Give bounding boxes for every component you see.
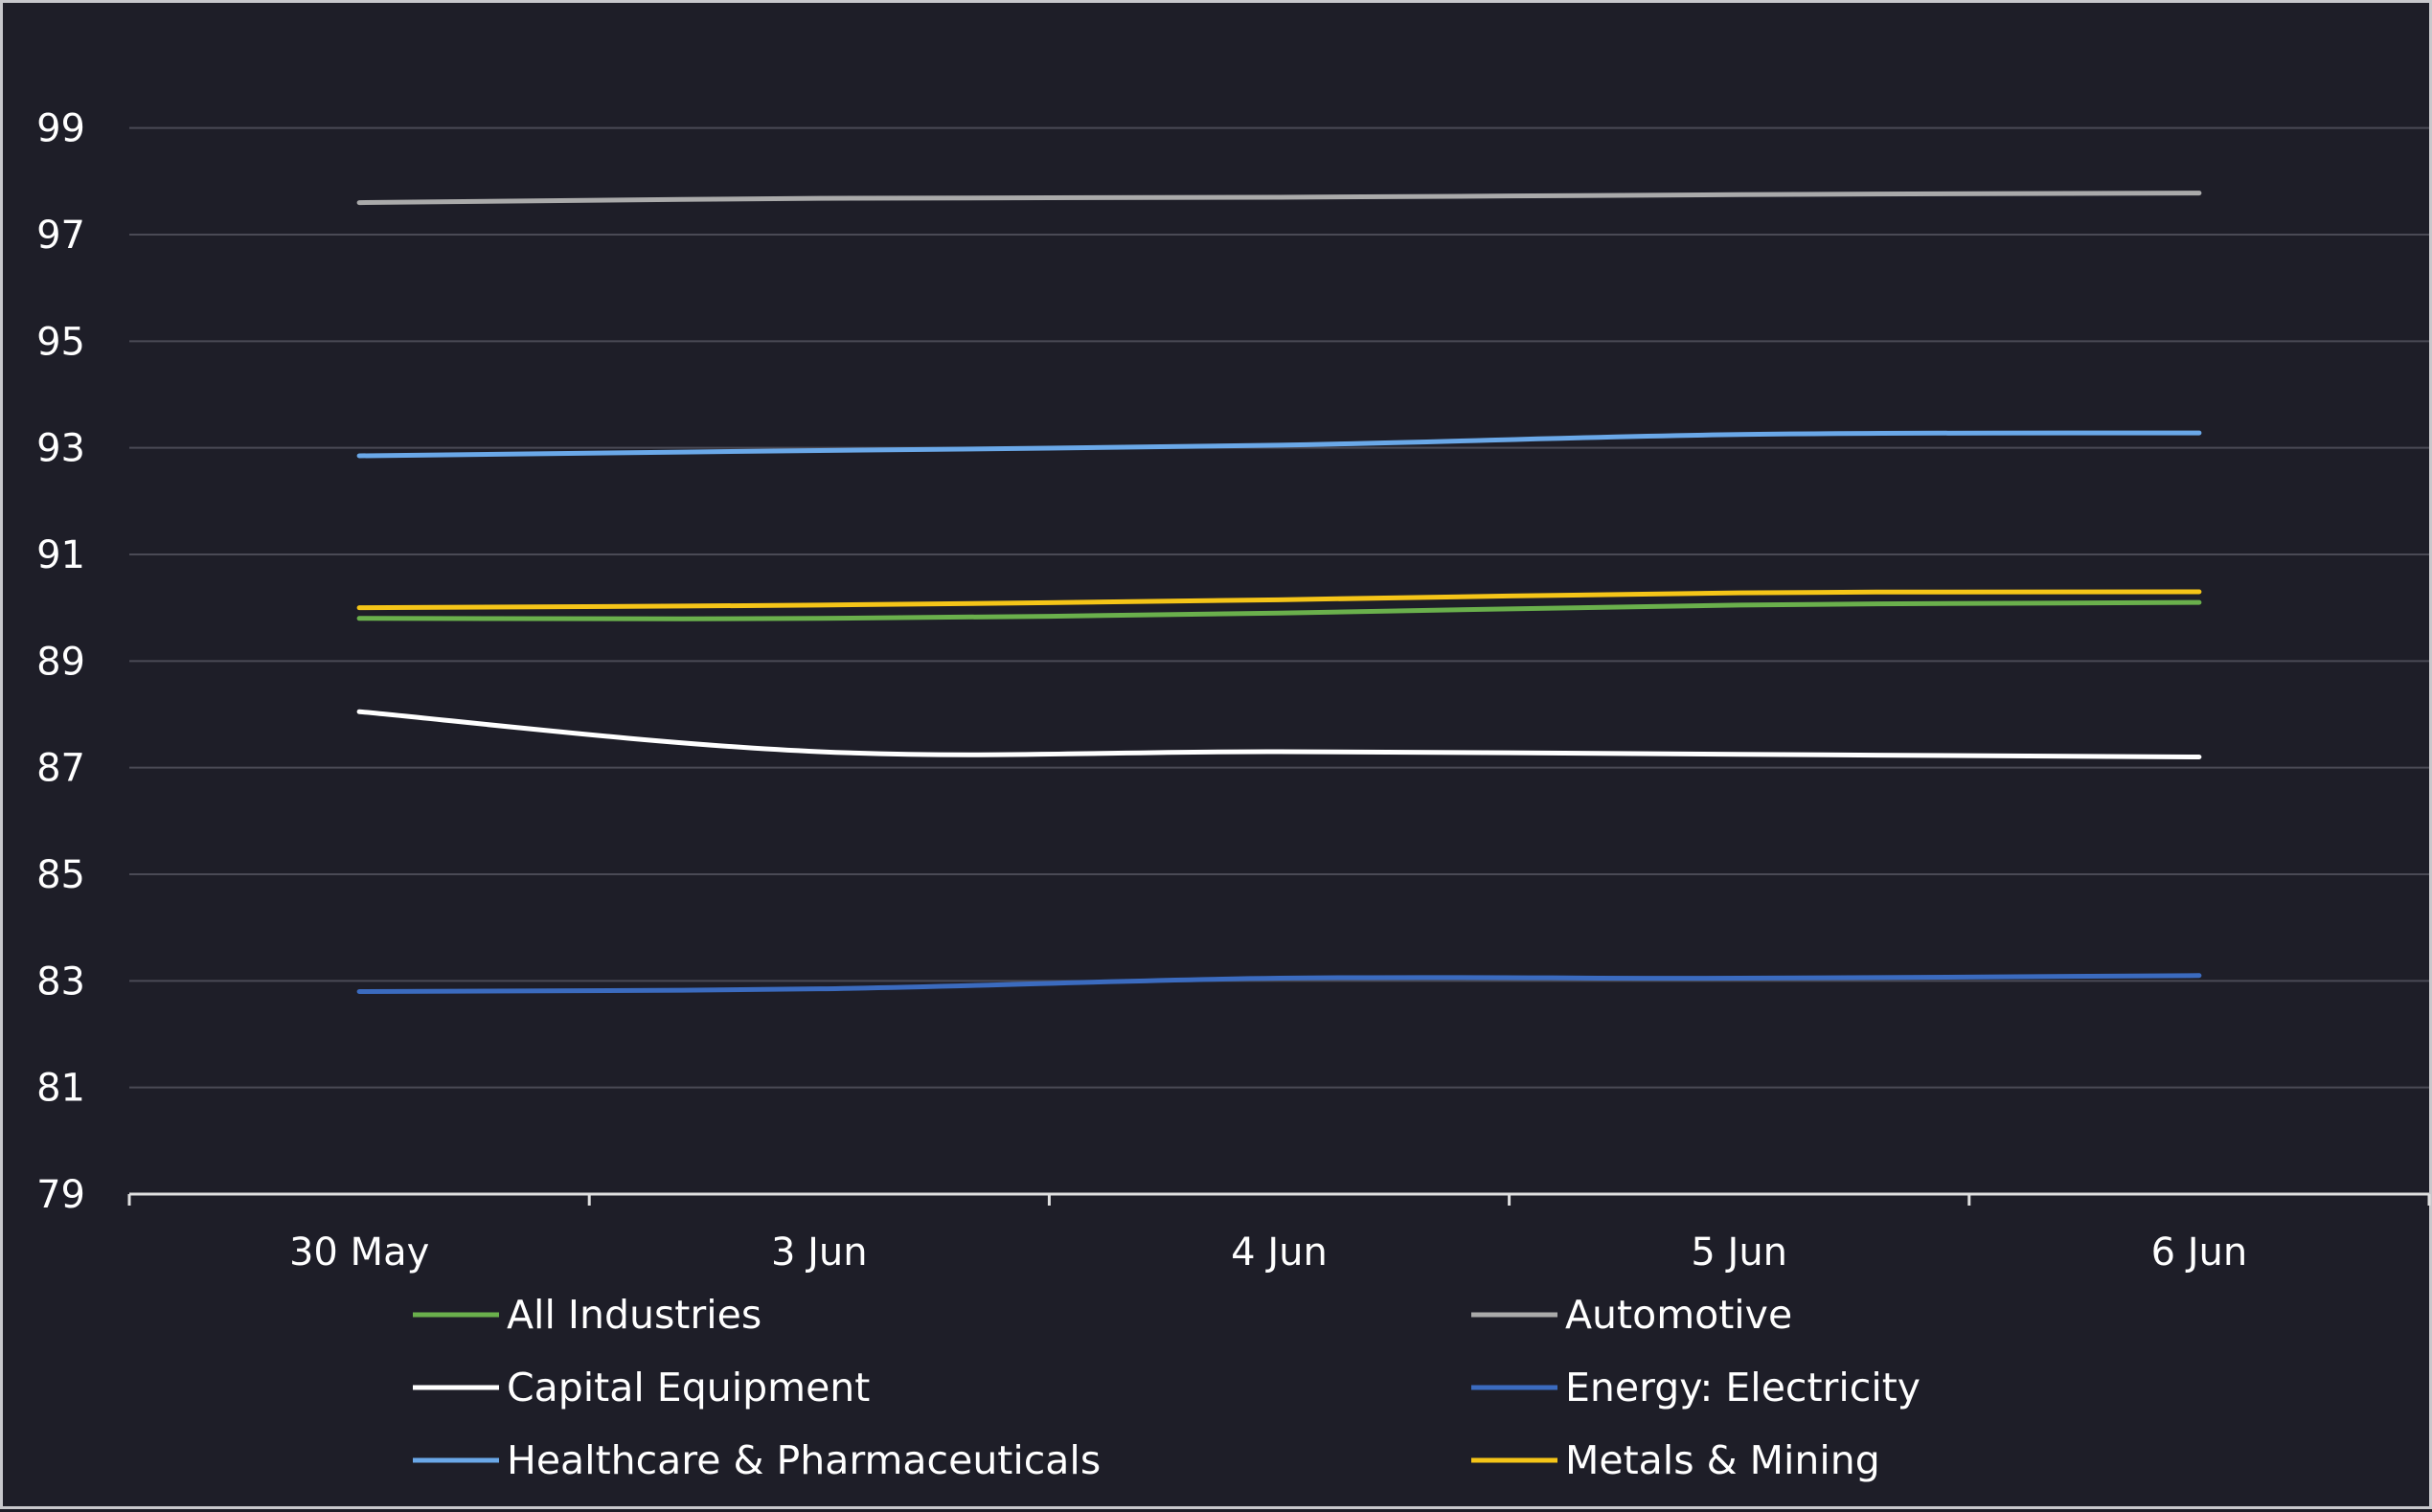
x-tick-label: 3 Jun <box>771 1230 868 1275</box>
y-axis-tick-labels: 79 81 83 85 87 89 91 93 95 97 99 <box>36 107 85 1217</box>
legend-label: All Industries <box>507 1292 761 1338</box>
legend-item-all-industries: All Industries <box>413 1292 761 1338</box>
legend-item-metals-mining: Metals & Mining <box>1471 1437 1880 1483</box>
gridlines <box>129 126 2429 1089</box>
legend-item-capital-equipment: Capital Equipment <box>413 1365 870 1410</box>
line-chart: 79 81 83 85 87 89 91 93 95 97 99 30 May 3 Jun 4 Jun 5… <box>36 107 2431 1483</box>
y-tick-label: 95 <box>36 320 85 364</box>
series-line-automotive <box>356 191 2202 206</box>
y-tick-label: 93 <box>36 427 85 471</box>
legend-label: Automotive <box>1565 1292 1792 1338</box>
series-line-healthcare-pharmaceuticals <box>356 430 2202 459</box>
legend-item-healthcare-pharmaceuticals: Healthcare & Pharmaceuticals <box>413 1437 1101 1483</box>
y-tick-label: 99 <box>36 107 85 151</box>
y-tick-label: 89 <box>36 640 85 684</box>
x-axis-tick-labels: 30 May 3 Jun 4 Jun 5 Jun 6 Jun <box>289 1230 2247 1275</box>
legend-item-automotive: Automotive <box>1471 1292 1792 1338</box>
x-tick-label: 5 Jun <box>1691 1230 1787 1275</box>
x-axis <box>127 1192 2431 1206</box>
y-tick-label: 85 <box>36 853 85 897</box>
legend-item-energy-electricity: Energy: Electricity <box>1471 1365 1921 1410</box>
y-tick-label: 83 <box>36 959 85 1004</box>
y-tick-label: 81 <box>36 1067 85 1111</box>
y-tick-label: 97 <box>36 214 85 258</box>
y-tick-label: 79 <box>36 1173 85 1217</box>
legend-label: Capital Equipment <box>507 1365 870 1410</box>
y-tick-label: 91 <box>36 533 85 577</box>
x-tick-label: 6 Jun <box>2151 1230 2248 1275</box>
series-line-capital-equipment <box>356 709 2202 760</box>
series-lines <box>356 191 2202 994</box>
legend-label: Healthcare & Pharmaceuticals <box>507 1437 1101 1483</box>
legend-label: Energy: Electricity <box>1565 1365 1921 1410</box>
legend: All Industries Automotive Capital Equipmen… <box>413 1292 1921 1483</box>
series-line-all-industries <box>356 599 2202 621</box>
x-tick-label: 30 May <box>289 1230 429 1275</box>
y-tick-label: 87 <box>36 747 85 791</box>
legend-label: Metals & Mining <box>1565 1437 1880 1483</box>
series-line-metals-mining <box>356 589 2202 611</box>
series-line-energy-electricity <box>356 973 2202 994</box>
x-tick-label: 4 Jun <box>1231 1230 1328 1275</box>
